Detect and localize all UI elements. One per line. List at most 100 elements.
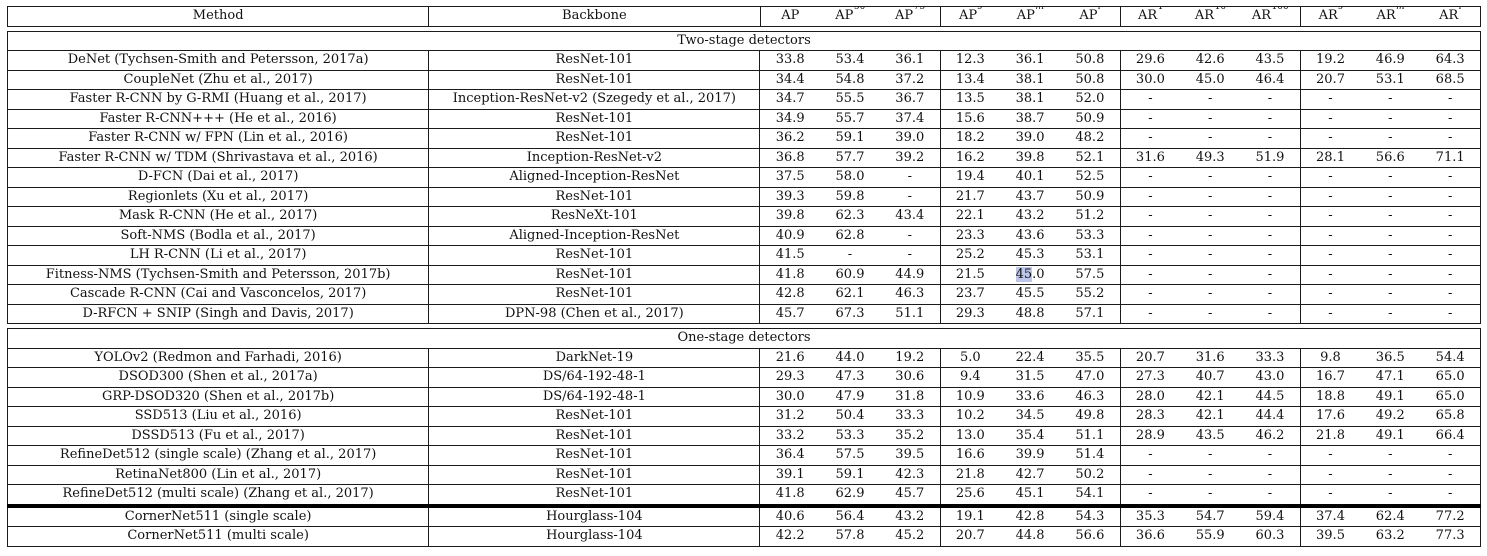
metric-cell: 13.0 (939, 425, 1001, 446)
metric-cell: - (1360, 464, 1421, 485)
column-header-ars: ARs (1299, 6, 1361, 26)
metric-cell: - (1420, 445, 1481, 465)
metric-cell: - (1240, 206, 1301, 226)
backbone-cell: DPN-98 (Chen et al., 2017) (428, 303, 760, 324)
metric-cell: 52.1 (1060, 147, 1121, 168)
metric-cell: 43.7 (1000, 186, 1061, 207)
metric-cell: 35.3 (1119, 503, 1181, 527)
metric-cell: - (1240, 167, 1301, 187)
metric-cell: 66.4 (1420, 425, 1481, 446)
metric-superscript: s (977, 6, 983, 13)
metric-cell: 65.8 (1420, 406, 1481, 426)
table-row: D-RFCN + SNIP (Singh and Davis, 2017) DPN… (7, 303, 1481, 324)
metric-cell: 10.9 (939, 386, 1001, 407)
metric-cell: 35.4 (1000, 425, 1061, 446)
metric-cell: - (1119, 128, 1181, 148)
metric-cell: 33.2 (759, 425, 820, 446)
metric-cell: 30.0 (759, 386, 820, 407)
metric-cell: 36.7 (880, 89, 941, 109)
metric-cell: - (1420, 284, 1481, 304)
metric-cell: - (1180, 186, 1241, 207)
table-row: Faster R-CNN+++ (He et al., 2016) ResNet-… (7, 108, 1481, 129)
metric-cell: 39.1 (759, 464, 820, 485)
metric-cell: 56.6 (1360, 147, 1421, 168)
metric-cell: - (1180, 206, 1241, 226)
backbone-cell: ResNeXt-101 (428, 206, 760, 226)
metric-cell: - (1240, 484, 1301, 506)
metric-cell: 42.8 (759, 284, 820, 304)
metric-cell: 13.5 (939, 89, 1001, 109)
metric-cell: 37.5 (759, 167, 820, 187)
table-row: RefineDet512 (single scale) (Zhang et al… (7, 445, 1481, 465)
backbone-cell: ResNet-101 (428, 464, 760, 485)
metric-cell: - (1299, 128, 1361, 148)
metric-cell: 45.5 (1000, 284, 1061, 304)
metric-cell: 42.8 (1000, 503, 1061, 527)
metric-cell: 21.6 (759, 347, 820, 368)
metric-cell: 30.0 (1119, 69, 1181, 90)
metric-cell: 60.3 (1240, 526, 1301, 546)
metric-cell: - (1360, 206, 1421, 226)
metric-cell: 45.0 (1000, 264, 1061, 285)
backbone-cell: ResNet-101 (428, 406, 760, 426)
table-row: CoupleNet (Zhu et al., 2017) ResNet-101 34… (7, 69, 1481, 90)
table-row: Faster R-CNN w/ FPN (Lin et al., 2016) Re… (7, 128, 1481, 148)
column-header-ap50: AP50 (820, 6, 881, 26)
metric-cell: 46.2 (1240, 425, 1301, 446)
metric-cell: 20.7 (1119, 347, 1181, 368)
metric-cell: - (1180, 284, 1241, 304)
metric-cell: 21.5 (939, 264, 1001, 285)
metric-cell: - (1360, 89, 1421, 109)
metric-cell: - (1119, 108, 1181, 129)
method-cell: DSOD300 (Shen et al., 2017a) (7, 367, 429, 387)
metric-cell: 22.4 (1000, 347, 1061, 368)
metric-cell: - (1299, 206, 1361, 226)
metric-cell: 50.9 (1060, 108, 1121, 129)
metric-cell: - (1240, 303, 1301, 324)
metric-cell: 44.5 (1240, 386, 1301, 407)
metric-cell: - (1180, 245, 1241, 265)
metric-cell: 45.1 (1000, 484, 1061, 506)
metric-superscript: 100 (1271, 6, 1289, 13)
metric-cell: 54.1 (1060, 484, 1121, 506)
metric-cell: 39.2 (880, 147, 941, 168)
metric-cell: - (1299, 484, 1361, 506)
metric-cell: - (1420, 464, 1481, 485)
metric-cell: 47.0 (1060, 367, 1121, 387)
backbone-cell: ResNet-101 (428, 108, 760, 129)
metric-cell: 49.8 (1060, 406, 1121, 426)
metric-cell: 39.0 (1000, 128, 1061, 148)
metric-superscript: l (1098, 6, 1101, 13)
table-row: LH R-CNN (Li et al., 2017) ResNet-101 41.5… (7, 245, 1481, 265)
column-header-arm: ARm (1360, 6, 1421, 26)
table-row: Mask R-CNN (He et al., 2017) ResNeXt-101 3… (7, 206, 1481, 226)
metric-cell: 55.2 (1060, 284, 1121, 304)
metric-cell: 52.5 (1060, 167, 1121, 187)
metric-cell: - (1420, 89, 1481, 109)
column-header-ar10: AR10 (1180, 6, 1241, 26)
metric-superscript: 50 (853, 6, 866, 13)
metric-cell: 43.5 (1180, 425, 1241, 446)
method-cell: Soft-NMS (Bodla et al., 2017) (7, 225, 429, 246)
backbone-cell: ResNet-101 (428, 245, 760, 265)
metric-cell: - (880, 245, 941, 265)
method-cell: Faster R-CNN w/ FPN (Lin et al., 2016) (7, 128, 429, 148)
table-row: Faster R-CNN w/ TDM (Shrivastava et al.,… (7, 147, 1481, 168)
metric-cell: - (1119, 89, 1181, 109)
metric-cell: 47.9 (819, 386, 881, 407)
metric-cell: 33.6 (1000, 386, 1061, 407)
metric-cell: 29.3 (759, 367, 820, 387)
metric-cell: 59.4 (1240, 503, 1301, 527)
metric-cell: 45.7 (880, 484, 941, 506)
metric-cell: - (1240, 108, 1301, 129)
metric-cell: 57.1 (1060, 303, 1121, 324)
metric-cell: 43.4 (880, 206, 941, 226)
metric-cell: - (1299, 284, 1361, 304)
metric-cell: - (1180, 264, 1241, 285)
metric-cell: 37.4 (880, 108, 941, 129)
backbone-cell: Hourglass-104 (428, 503, 760, 527)
metric-cell: - (1420, 186, 1481, 207)
metric-cell: 43.0 (1240, 367, 1301, 387)
table-row: Regionlets (Xu et al., 2017) ResNet-101 39… (7, 186, 1481, 207)
metric-cell: - (1360, 284, 1421, 304)
